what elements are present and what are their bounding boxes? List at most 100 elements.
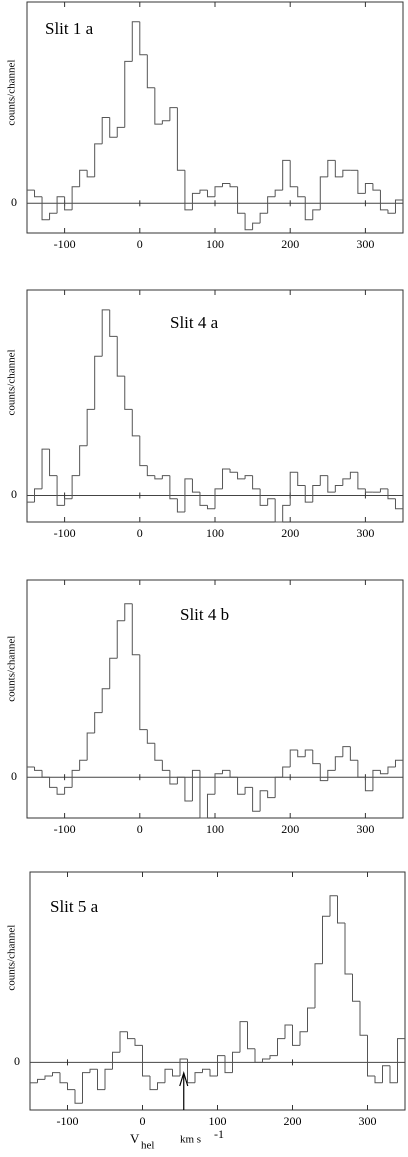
histogram-step	[334, 485, 343, 493]
histogram-step	[176, 776, 185, 784]
histogram-step	[334, 160, 343, 178]
histogram-step	[161, 120, 170, 125]
histogram-step	[319, 475, 328, 486]
histogram-step	[176, 107, 185, 171]
histogram-step	[191, 478, 200, 493]
histogram-step	[289, 160, 298, 188]
histogram-step	[194, 1072, 203, 1083]
histogram-step	[139, 654, 148, 731]
histogram-step	[184, 478, 193, 513]
histogram-step	[237, 472, 246, 480]
histogram-step	[314, 963, 323, 1008]
histogram-step	[349, 746, 358, 761]
histogram-step	[199, 189, 208, 194]
panel-title: Slit 4 b	[180, 605, 229, 624]
histogram-step	[109, 309, 118, 337]
histogram-step	[169, 475, 178, 500]
histogram-step	[327, 769, 336, 781]
y-axis-label: counts/channel	[6, 349, 18, 415]
histogram-step	[277, 1038, 285, 1056]
histogram-step	[131, 409, 140, 437]
histogram-step	[86, 732, 95, 761]
histogram-step	[342, 746, 351, 757]
histogram-step	[374, 1076, 383, 1084]
histogram-step	[304, 485, 313, 503]
histogram-step	[239, 1021, 248, 1053]
histogram-step	[187, 1059, 195, 1084]
histogram-step	[372, 769, 381, 791]
histogram-step	[372, 183, 381, 191]
histogram-step	[41, 448, 50, 489]
histogram-step	[267, 498, 276, 506]
histogram-step	[112, 1051, 120, 1070]
histogram-step	[124, 60, 133, 128]
x-tick-label: 300	[356, 526, 374, 540]
histogram-step	[394, 199, 403, 214]
histogram-step	[357, 170, 366, 194]
histogram-step	[379, 488, 388, 493]
histogram-step	[71, 769, 80, 788]
histogram-step	[297, 472, 306, 487]
histogram-step	[59, 1072, 68, 1084]
histogram-step	[307, 1007, 315, 1032]
histogram-step	[124, 376, 133, 410]
histogram-step	[267, 790, 276, 799]
x-tick-label: 0	[137, 237, 143, 251]
histogram-step	[116, 126, 125, 138]
histogram-step	[67, 1082, 75, 1091]
histogram-step	[116, 620, 125, 659]
panel: 0 -100 0 100 200 300 Slit 1 a counts/channel	[6, 1, 404, 251]
histogram-step	[71, 475, 80, 499]
histogram-step	[139, 21, 148, 56]
histogram-step	[146, 465, 155, 477]
histogram-step	[357, 472, 366, 490]
histogram-step	[229, 183, 238, 188]
histogram-step	[282, 504, 291, 522]
histogram-step	[252, 222, 261, 230]
histogram-step	[327, 475, 336, 493]
histogram-step	[101, 688, 110, 713]
histogram-step	[41, 770, 50, 778]
histogram-step	[206, 505, 215, 510]
histogram-step	[149, 1076, 158, 1091]
histogram-step	[394, 759, 403, 767]
histogram-step	[199, 492, 208, 506]
histogram-step	[289, 471, 298, 506]
histogram-step	[154, 743, 163, 761]
histogram-step	[297, 750, 306, 758]
histogram-step	[217, 1055, 225, 1076]
y-tick-label: 0	[11, 487, 17, 501]
y-axis-label: counts/channel	[6, 636, 18, 702]
histogram-step	[274, 498, 283, 523]
x-tick-label: 0	[137, 822, 143, 836]
histogram-step	[199, 770, 208, 819]
histogram-step	[37, 1078, 45, 1083]
histogram-step	[74, 1089, 83, 1104]
histogram-step	[142, 1045, 150, 1077]
histogram-step	[154, 475, 163, 480]
histogram-step	[56, 475, 65, 506]
histogram-step	[94, 712, 103, 733]
histogram-step	[247, 1021, 255, 1050]
histogram-step	[284, 1024, 293, 1039]
histogram-step	[109, 657, 118, 689]
histogram-step	[86, 170, 95, 178]
x-tick-label: 200	[281, 526, 299, 540]
histogram-step	[367, 1035, 375, 1077]
histogram-step	[344, 923, 353, 975]
histogram-step	[71, 186, 80, 210]
histogram-step	[232, 1051, 240, 1073]
histogram-step	[97, 1069, 105, 1091]
histogram-step	[312, 485, 321, 503]
histogram-step	[229, 770, 238, 778]
histogram-step	[322, 915, 330, 964]
histogram-step	[191, 192, 200, 210]
y-axis-label: counts/channel	[6, 60, 18, 126]
x-axis-label: -1	[214, 1127, 224, 1141]
y-tick-label: 0	[11, 769, 17, 783]
histogram-step	[237, 777, 246, 795]
histogram-step	[259, 212, 268, 224]
histogram-step	[172, 1069, 180, 1077]
histogram-step	[262, 1058, 270, 1063]
